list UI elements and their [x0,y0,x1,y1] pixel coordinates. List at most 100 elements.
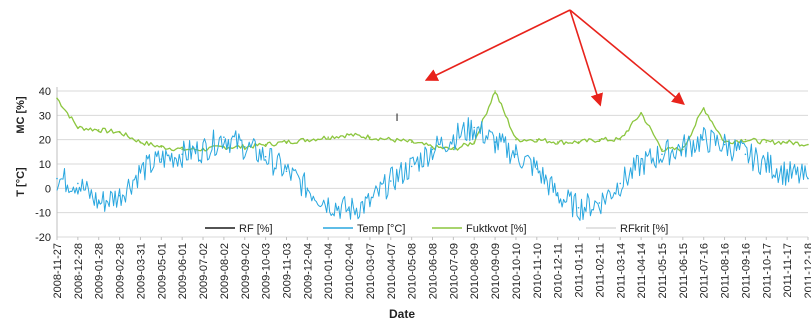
x-tick-label: 2010-09-09 [490,243,502,299]
x-tick-label: 2008-12-28 [73,243,85,299]
x-tick-label: 2010-07-09 [448,243,460,299]
series-temp [56,117,809,221]
temp-point [515,153,517,156]
legend-label: RF [%] [239,223,273,235]
x-tick-label: 2011-09-16 [740,243,752,298]
x-tick-label: 2010-03-07 [365,243,377,299]
y-tick-label: -20 [35,232,51,244]
x-tick-label: 2009-11-03 [281,243,293,298]
annotation-arrows [424,9,685,107]
y-tick-label: 10 [39,159,51,171]
x-tick-label: 2009-12-04 [302,243,314,299]
fuktkvot-point [786,141,788,143]
temp-point [494,141,496,143]
temp-point [410,165,413,168]
x-tick-label: 2011-11-17 [782,243,794,298]
fuktkvot-point [494,90,496,92]
temp-point [452,136,455,139]
x-tick-label: 2011-08-16 [720,243,732,298]
fuktkvot-point [577,141,580,143]
fuktkvot-point [97,129,100,131]
x-tick-label: 2011-07-16 [699,243,711,298]
x-tick-label: 2009-09-02 [240,243,252,299]
x-tick-label: 2009-07-02 [198,243,210,299]
x-tick-label: 2011-04-14 [636,243,648,298]
x-tick-label: 2011-01-11 [574,243,586,298]
temp-point [306,187,309,190]
legend: RF [%] Temp [°C] Fuktkvot [%] RFkrit [%] [205,223,668,235]
annotation-arrow [569,9,685,106]
temp-point [577,207,580,209]
x-tick-label: 2010-05-08 [407,243,419,299]
temp-point [181,153,183,156]
fuktkvot-point [410,141,413,143]
temp-point [702,138,705,141]
temp-point [431,148,434,151]
x-tick-label: 2009-02-28 [115,243,127,299]
fuktkvot-point [118,131,121,134]
temp-point [369,202,371,204]
fuktkvot-point [56,97,58,100]
x-axis-label: Date [389,307,415,321]
legend-label: RFkrit [%] [620,223,668,235]
x-tick-label: 2009-05-01 [156,243,168,299]
temp-point [348,209,350,212]
temp-point [619,182,622,185]
x-tick-label: 2009-08-02 [219,243,231,299]
fuktkvot-point [744,138,747,141]
fuktkvot-line [56,91,809,153]
fuktkvot-point [139,141,142,143]
x-tick-label: 2008-11-27 [52,243,64,298]
temp-line [56,117,809,221]
x-tick-label: 2010-11-10 [532,243,544,298]
fuktkvot-point [348,134,350,136]
x-tick-label: 2010-06-08 [428,243,440,299]
fuktkvot-point [306,138,309,141]
temp-point [765,163,768,165]
y-tick-label: 40 [39,86,51,98]
x-tick-label: 2009-01-28 [94,243,106,299]
fuktkvot-point [264,143,267,146]
x-tick-label: 2011-06-15 [678,243,690,298]
fuktkvot-point [431,146,434,148]
temp-point [556,194,559,197]
legend-label: Temp [°C] [357,223,405,235]
x-tick-label: 2010-10-10 [511,243,523,299]
temp-point [473,126,476,129]
fuktkvot-point [515,138,517,141]
fuktkvot-point [765,141,768,143]
temp-point [139,170,142,173]
x-tick-label: 2011-03-14 [615,243,627,298]
temp-point [264,155,267,158]
x-tick-label: 2010-08-09 [469,243,481,299]
temp-point [807,177,809,180]
y-axis-label-t: T [°C] [15,167,27,197]
fuktkvot-point [661,148,663,151]
temp-point [97,202,100,204]
fuktkvot-point [702,107,705,109]
x-tick-label: 2010-12-11 [553,243,565,298]
temp-point [661,153,663,156]
x-tick-label: 2009-10-03 [261,243,273,299]
x-tick-label: 2009-03-31 [135,243,147,299]
temp-point [640,163,642,165]
y-tick-label: -10 [35,208,51,220]
fuktkvot-point [389,138,392,141]
x-tick-label: 2010-04-07 [386,243,398,299]
x-tick-label: 2010-02-04 [344,243,356,299]
fuktkvot-point [536,138,538,141]
temp-point [744,153,747,156]
temp-point [682,146,684,148]
y-tick-labels: -20 -10 0 10 20 30 40 [35,86,51,244]
temp-point [327,202,329,204]
fuktkvot-point [473,141,476,143]
temp-point [723,143,726,146]
fuktkvot-point [556,141,559,143]
y-axis-label-mc: MC [%] [15,96,27,134]
fuktkvot-point [77,126,79,129]
x-tick-label: 2009-06-01 [177,243,189,299]
x-tick-label: 2010-01-04 [323,243,335,299]
fuktkvot-point [807,143,809,146]
fuktkvot-point [452,148,455,151]
